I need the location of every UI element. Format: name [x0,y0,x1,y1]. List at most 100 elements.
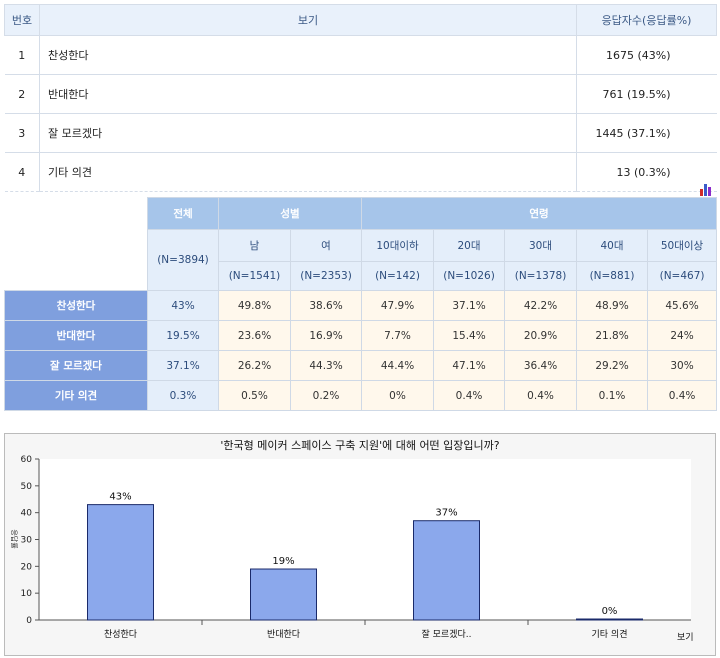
table-cell: 42.2% [504,290,578,321]
table-cell: 44.3% [289,350,363,381]
header-no: 번호 [4,4,40,36]
y-tick-label: 10 [21,589,33,599]
table-cell: 0.4% [647,380,718,411]
x-tick-label: 반대한다 [267,629,301,640]
table-cell: 21.8% [576,320,649,351]
y-tick-label: 20 [21,562,33,572]
table-cell: 0.4% [433,380,506,411]
table-cell: 45.6% [647,290,718,321]
table-cell: 0.2% [289,380,363,411]
table-row: 4 기타 의견 13 (0.3%) [4,152,717,192]
table-cell: 44.4% [361,350,435,381]
table-cell: 38.6% [289,290,363,321]
table-row: 반대한다 19.5% 23.6% 16.9% 7.7% 15.4% 20.9% … [4,320,718,351]
row-label: 찬성한다 [4,290,148,321]
table-cell: 0% [361,380,435,411]
table-cell: 23.6% [218,320,291,351]
row-option: 반대한다 [39,74,577,114]
bar-chart-icon[interactable] [699,183,712,196]
table-cell: 47.9% [361,290,435,321]
col-n-20s: (N=1026) [433,261,506,291]
table-cell: 37.1% [433,290,506,321]
col-label-50s: 50대이상 [647,229,718,262]
x-tick-label: 기타 의견 [592,628,628,640]
row-number: 3 [4,113,40,153]
table-row: 3 잘 모르겠다 1445 (37.1%) [4,113,717,153]
crosstab-table: 전체 성별 연령 (N=3894) 남 여 10대이하 20대 30대 40대 … [4,197,718,411]
row-total: 0.3% [147,380,219,411]
col-n-50s: (N=467) [647,261,718,291]
gender-header: 성별 [217,197,363,230]
row-label: 잘 모르겠다 [4,350,148,381]
total-header: 전체 [147,197,219,230]
chart-bar [576,618,643,621]
row-option: 찬성한다 [39,35,577,75]
row-option: 기타 의견 [39,152,577,192]
y-tick-label: 40 [21,509,33,519]
table-cell: 47.1% [433,350,506,381]
chart-bar [413,520,480,621]
col-n-30s: (N=1378) [504,261,578,291]
x-axis-label: 보기 [677,632,694,643]
header-count: 응답자수(응답률%) [576,4,717,36]
table-cell: 30% [647,350,718,381]
col-n-10s: (N=142) [361,261,435,291]
y-tick-label: 50 [21,482,33,492]
y-axis-label: 응답률 [10,529,19,549]
x-tick-label: 찬성한다 [104,629,138,640]
col-n-male: (N=1541) [218,261,291,291]
row-option: 잘 모르겠다 [39,113,577,153]
col-label-female: 여 [289,229,363,262]
age-header: 연령 [361,197,718,230]
bar-value-label: 19% [272,556,294,567]
table-row: 잘 모르겠다 37.1% 26.2% 44.3% 44.4% 47.1% 36.… [4,350,718,381]
table-cell: 16.9% [289,320,363,351]
col-n-female: (N=2353) [289,261,363,291]
table-cell: 24% [647,320,718,351]
row-number: 2 [4,74,40,114]
table-row: 1 찬성한다 1675 (43%) [4,35,717,75]
table-row: 기타 의견 0.3% 0.5% 0.2% 0% 0.4% 0.4% 0.1% 0… [4,380,718,411]
table-cell: 20.9% [504,320,578,351]
header-option: 보기 [39,4,577,36]
chart-bar [87,504,154,621]
row-count: 761 (19.5%) [576,74,717,114]
bar-chart: '한국형 메이커 스페이스 구축 지원'에 대해 어떤 입장입니까? 응답률 보… [10,438,694,643]
table-cell: 49.8% [218,290,291,321]
summary-table: 번호 보기 응답자수(응답률%) 1 찬성한다 1675 (43%) 2 반대한… [4,4,717,192]
table-cell: 48.9% [576,290,649,321]
bar-value-label: 43% [109,492,131,503]
row-total: 37.1% [147,350,219,381]
row-total: 43% [147,290,219,321]
col-label-40s: 40대 [576,229,649,262]
row-label: 기타 의견 [4,380,148,411]
row-number: 1 [4,35,40,75]
table-cell: 29.2% [576,350,649,381]
bar-value-label: 37% [435,508,457,519]
col-n-40s: (N=881) [576,261,649,291]
y-tick-label: 0 [26,616,32,626]
total-n: (N=3894) [147,229,219,291]
row-total: 19.5% [147,320,219,351]
table-cell: 0.4% [504,380,578,411]
row-label: 반대한다 [4,320,148,351]
col-label-10s: 10대이하 [361,229,435,262]
table-cell: 26.2% [218,350,291,381]
col-label-male: 남 [218,229,291,262]
row-number: 4 [4,152,40,192]
row-count: 13 (0.3%) [576,152,717,192]
table-row: 찬성한다 43% 49.8% 38.6% 47.9% 37.1% 42.2% 4… [4,290,718,321]
row-count: 1445 (37.1%) [576,113,717,153]
chart-bar [250,568,317,621]
y-tick-label: 60 [21,455,33,465]
col-label-30s: 30대 [504,229,578,262]
row-count: 1675 (43%) [576,35,717,75]
y-tick-label: 30 [21,536,33,546]
summary-header-row: 번호 보기 응답자수(응답률%) [4,4,717,36]
chart-title: '한국형 메이커 스페이스 구축 지원'에 대해 어떤 입장입니까? [220,438,499,452]
bar-value-label: 0% [602,606,618,617]
table-row: 2 반대한다 761 (19.5%) [4,74,717,114]
x-tick-label: 잘 모르겠다.. [422,628,472,640]
chart-panel: '한국형 메이커 스페이스 구축 지원'에 대해 어떤 입장입니까? 응답률 보… [4,433,716,656]
table-cell: 15.4% [433,320,506,351]
